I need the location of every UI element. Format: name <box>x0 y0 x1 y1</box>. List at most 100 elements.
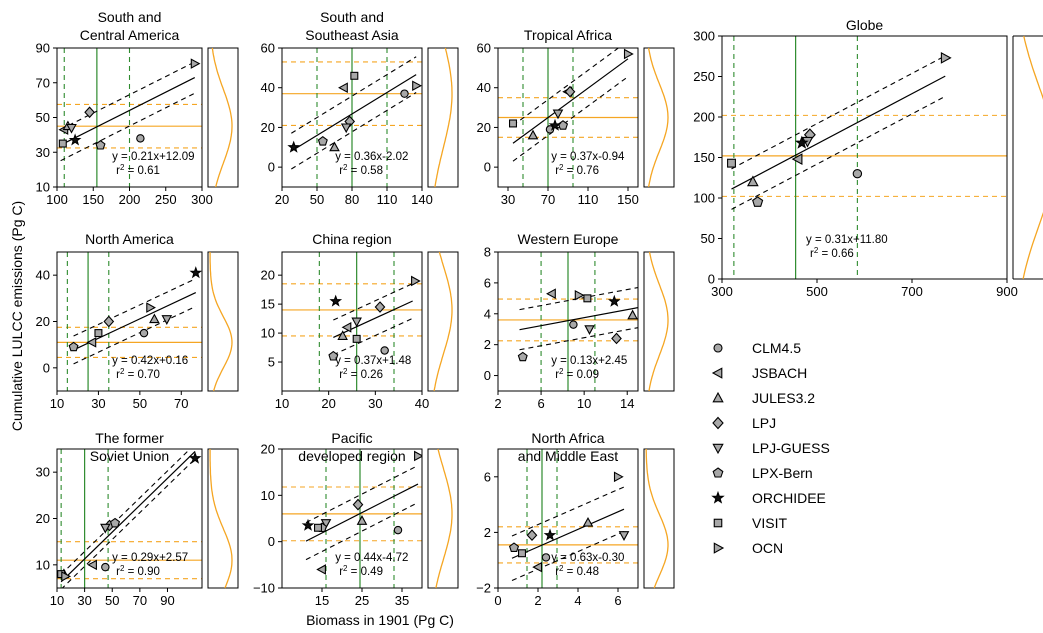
point-orchidee <box>68 133 82 146</box>
panel-title: South and <box>98 9 162 25</box>
panel-plot-area <box>57 252 202 391</box>
y-tick-label: 10 <box>261 488 275 503</box>
panel-title: South and <box>320 9 384 25</box>
x-tick-label: 70 <box>174 396 188 411</box>
legend-marker-lpj-guess <box>712 443 724 455</box>
x-tick-label: 110 <box>377 192 398 207</box>
point-jsbach <box>86 337 97 348</box>
x-tick-label: 20 <box>275 192 289 207</box>
y-tick-label: 20 <box>261 268 275 283</box>
y-tick-label: 5 <box>268 355 275 370</box>
r2-label: r2 = 0.76 <box>555 163 599 178</box>
x-tick-label: 100 <box>46 192 68 207</box>
x-tick-label: 300 <box>711 284 733 299</box>
y-tick-label: 20 <box>36 314 50 329</box>
legend-marker-clm4-5 <box>713 343 723 353</box>
legend-item-ocn: OCN <box>713 540 783 556</box>
r2-label: r2 = 0.66 <box>810 246 854 261</box>
point-lpj-guess <box>161 315 173 325</box>
point-jsbach <box>532 561 543 573</box>
x-tick-label: 80 <box>345 192 359 207</box>
regression-line <box>333 300 413 338</box>
legend-item-lpj-guess: LPJ-GUESS <box>712 440 830 456</box>
equation-label: y = 0.29x+2.57 <box>112 552 188 564</box>
y-tick-label: 200 <box>693 110 715 125</box>
x-tick-label: 140 <box>411 192 433 207</box>
legend-item-clm4-5: CLM4.5 <box>713 340 801 356</box>
point-orchidee <box>188 451 202 464</box>
figure-ylabel: Cumulative LULCC emissions (Pg C) <box>9 201 25 431</box>
point-jsbach <box>316 564 326 575</box>
panel-plot-area <box>282 449 422 588</box>
x-tick-label: 0 <box>494 593 501 608</box>
density-curve <box>647 47 669 188</box>
regression-line <box>60 77 196 146</box>
x-tick-label: 500 <box>806 284 828 299</box>
panel-title: China region <box>312 231 391 247</box>
x-tick-label: 6 <box>537 396 544 411</box>
point-lpj <box>374 301 386 313</box>
point-ocn <box>190 58 201 69</box>
point-visit <box>508 119 517 128</box>
equation-label: y = 0.31x+11.80 <box>806 234 888 246</box>
panel-pacific-developed-region: 15 25 35 −10 0 10 20 Pacific developed region y =… <box>253 430 459 608</box>
point-orchidee <box>548 118 562 131</box>
panel-title: Globe <box>846 17 884 33</box>
confidence-line <box>333 283 413 321</box>
point-ocn <box>940 51 952 64</box>
point-ocn <box>412 80 422 92</box>
y-tick-label: −10 <box>253 581 275 596</box>
point-orchidee <box>301 518 315 531</box>
point-visit <box>350 71 359 80</box>
point-jules3-2 <box>527 129 539 140</box>
x-tick-label: 700 <box>901 284 923 299</box>
y-tick-label: 0 <box>484 368 491 383</box>
legend-item-jules3-2: JULES3.2 <box>712 390 815 406</box>
density-frame <box>643 251 675 392</box>
legend-label: CLM4.5 <box>752 340 801 356</box>
point-lpj-guess <box>584 325 595 335</box>
point-jules3-2 <box>356 515 368 525</box>
regression-line <box>60 451 196 583</box>
density-panel <box>207 251 239 392</box>
density-curve <box>648 251 669 392</box>
point-jules3-2 <box>582 516 594 527</box>
confidence-line <box>512 48 620 126</box>
point-visit <box>517 549 526 558</box>
x-tick-label: 50 <box>310 192 324 207</box>
equation-label: y = 0.37x+1.48 <box>335 355 411 367</box>
y-tick-label: 8 <box>484 245 491 260</box>
point-lpx-bern <box>517 351 528 362</box>
x-tick-label: 50 <box>133 396 147 411</box>
legend-label: OCN <box>752 540 783 556</box>
point-lpx-bern <box>752 196 764 207</box>
point-lpj <box>564 85 576 98</box>
r2-label: r2 = 0.49 <box>339 564 383 579</box>
x-tick-label: 25 <box>355 593 369 608</box>
y-tick-label: 15 <box>261 297 275 312</box>
point-ocn <box>414 450 422 462</box>
confidence-line <box>73 278 197 337</box>
point-lpx-bern <box>317 136 328 146</box>
point-ocn <box>613 471 624 483</box>
point-visit <box>313 523 322 532</box>
point-jules3-2 <box>149 313 160 324</box>
point-clm4-5 <box>400 89 409 98</box>
equation-label: y = 0.21x+12.09 <box>112 151 194 163</box>
equation-label: y = 0.63x-0.30 <box>551 552 624 564</box>
x-tick-label: 70 <box>133 593 147 608</box>
point-visit <box>583 294 592 303</box>
density-frame <box>427 251 459 392</box>
r2-label: r2 = 0.70 <box>116 367 160 382</box>
legend-label: ORCHIDEE <box>752 490 826 506</box>
x-tick-label: 300 <box>191 192 213 207</box>
panel-plot-area <box>57 449 202 588</box>
point-lpj <box>84 106 95 119</box>
x-tick-label: 150 <box>82 192 104 207</box>
density-panel <box>427 448 459 589</box>
x-tick-label: 20 <box>321 396 335 411</box>
panel-south-and-central-america: 100 150 200 250 300 10 30 50 70 90 South and Centra… <box>36 9 239 207</box>
confidence-line <box>291 56 417 134</box>
density-frame <box>207 251 239 392</box>
point-lpj-guess <box>66 123 77 134</box>
